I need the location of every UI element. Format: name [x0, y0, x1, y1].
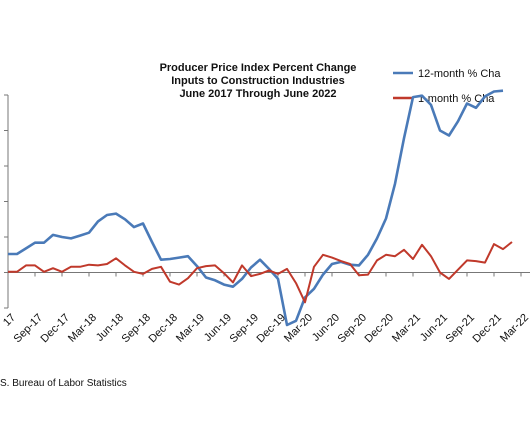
y-ticks: [4, 94, 8, 309]
title-line-3: June 2017 Through June 2022: [179, 88, 336, 100]
series-line-12-month: [8, 89, 504, 327]
legend-label-1-month: 1-month % Cha: [418, 93, 495, 105]
title-line-1: Producer Price Index Percent Change: [160, 62, 357, 74]
source-note: S. Bureau of Labor Statistics: [0, 378, 127, 389]
chart-title: Producer Price Index Percent Change Inpu…: [160, 62, 357, 100]
legend-label-12-month: 12-month % Cha: [418, 68, 501, 80]
title-line-2: Inputs to Construction Industries: [171, 75, 345, 87]
legend: 12-month % Cha 1-month % Cha: [393, 68, 501, 105]
series-line-1-month: [8, 241, 513, 304]
